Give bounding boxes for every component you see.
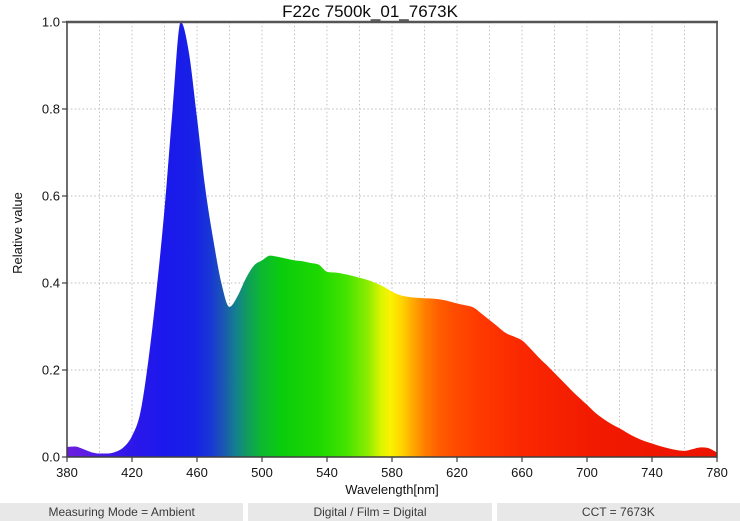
spd-chart: 380 420 460 500 540 580 620 660 700 740 780 0.0 0.2 0… xyxy=(10,2,728,497)
x-axis-label: Wavelength[nm] xyxy=(345,482,438,497)
svg-text:0.0: 0.0 xyxy=(42,450,60,465)
svg-text:580: 580 xyxy=(381,465,403,480)
tick-labels: 380 420 460 500 540 580 620 660 700 740 780 0.0 0.2 0… xyxy=(42,15,728,481)
svg-text:460: 460 xyxy=(186,465,208,480)
svg-text:700: 700 xyxy=(576,465,598,480)
status-bar: Measuring Mode = Ambient Digital / Film … xyxy=(0,503,740,521)
svg-text:500: 500 xyxy=(251,465,273,480)
svg-text:540: 540 xyxy=(316,465,338,480)
chart-title: F22c 7500k_01_7673K xyxy=(282,2,458,21)
svg-text:380: 380 xyxy=(56,465,78,480)
svg-text:420: 420 xyxy=(121,465,143,480)
status-measuring-mode: Measuring Mode = Ambient xyxy=(0,503,244,521)
svg-text:0.6: 0.6 xyxy=(42,189,60,204)
status-digital-film: Digital / Film = Digital xyxy=(248,503,492,521)
svg-text:740: 740 xyxy=(641,465,663,480)
svg-text:780: 780 xyxy=(706,465,728,480)
y-axis-label: Relative value xyxy=(10,192,25,274)
svg-text:0.4: 0.4 xyxy=(42,276,60,291)
svg-text:0.8: 0.8 xyxy=(42,102,60,117)
svg-text:620: 620 xyxy=(446,465,468,480)
svg-text:1.0: 1.0 xyxy=(42,15,60,30)
tick-marks xyxy=(62,21,718,462)
spd-curve xyxy=(67,22,717,457)
svg-text:0.2: 0.2 xyxy=(42,363,60,378)
status-cct: CCT = 7673K xyxy=(496,503,740,521)
svg-text:660: 660 xyxy=(511,465,533,480)
